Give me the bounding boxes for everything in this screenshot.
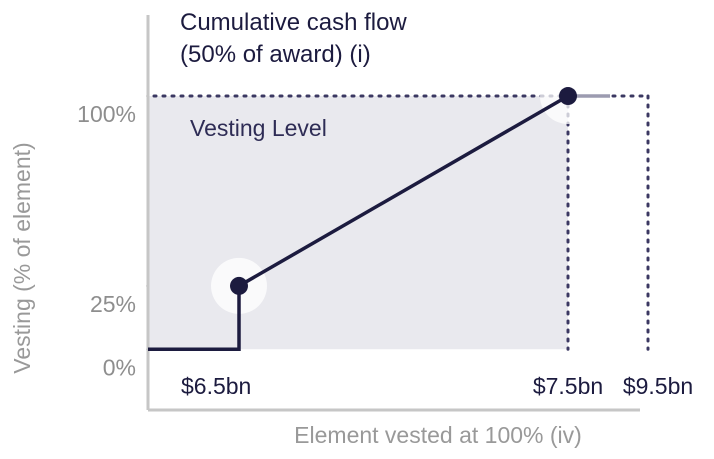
x-tick-label: $6.5bn: [181, 373, 251, 399]
x-axis-label: Element vested at 100% (iv): [294, 422, 582, 448]
chart-title: Cumulative cash flow (50% of award) (i): [180, 9, 407, 68]
y-tick-label: 100%: [77, 101, 136, 127]
base-segment: [148, 285, 241, 351]
x-tick-label: $7.5bn: [533, 373, 603, 399]
point: [230, 276, 248, 295]
vesting-line: [238, 94, 569, 288]
annotation: Vesting Level: [190, 115, 327, 141]
title-line: (50% of award) (i): [180, 41, 371, 68]
point: [559, 87, 577, 106]
title-line: Cumulative cash flow: [180, 9, 407, 36]
y-axis-label: Vesting (% of element): [9, 142, 35, 373]
y-tick-label: 25%: [90, 291, 136, 317]
x-tick-label: $9.5bn: [623, 373, 693, 399]
y-tick-label: 0%: [103, 354, 136, 380]
